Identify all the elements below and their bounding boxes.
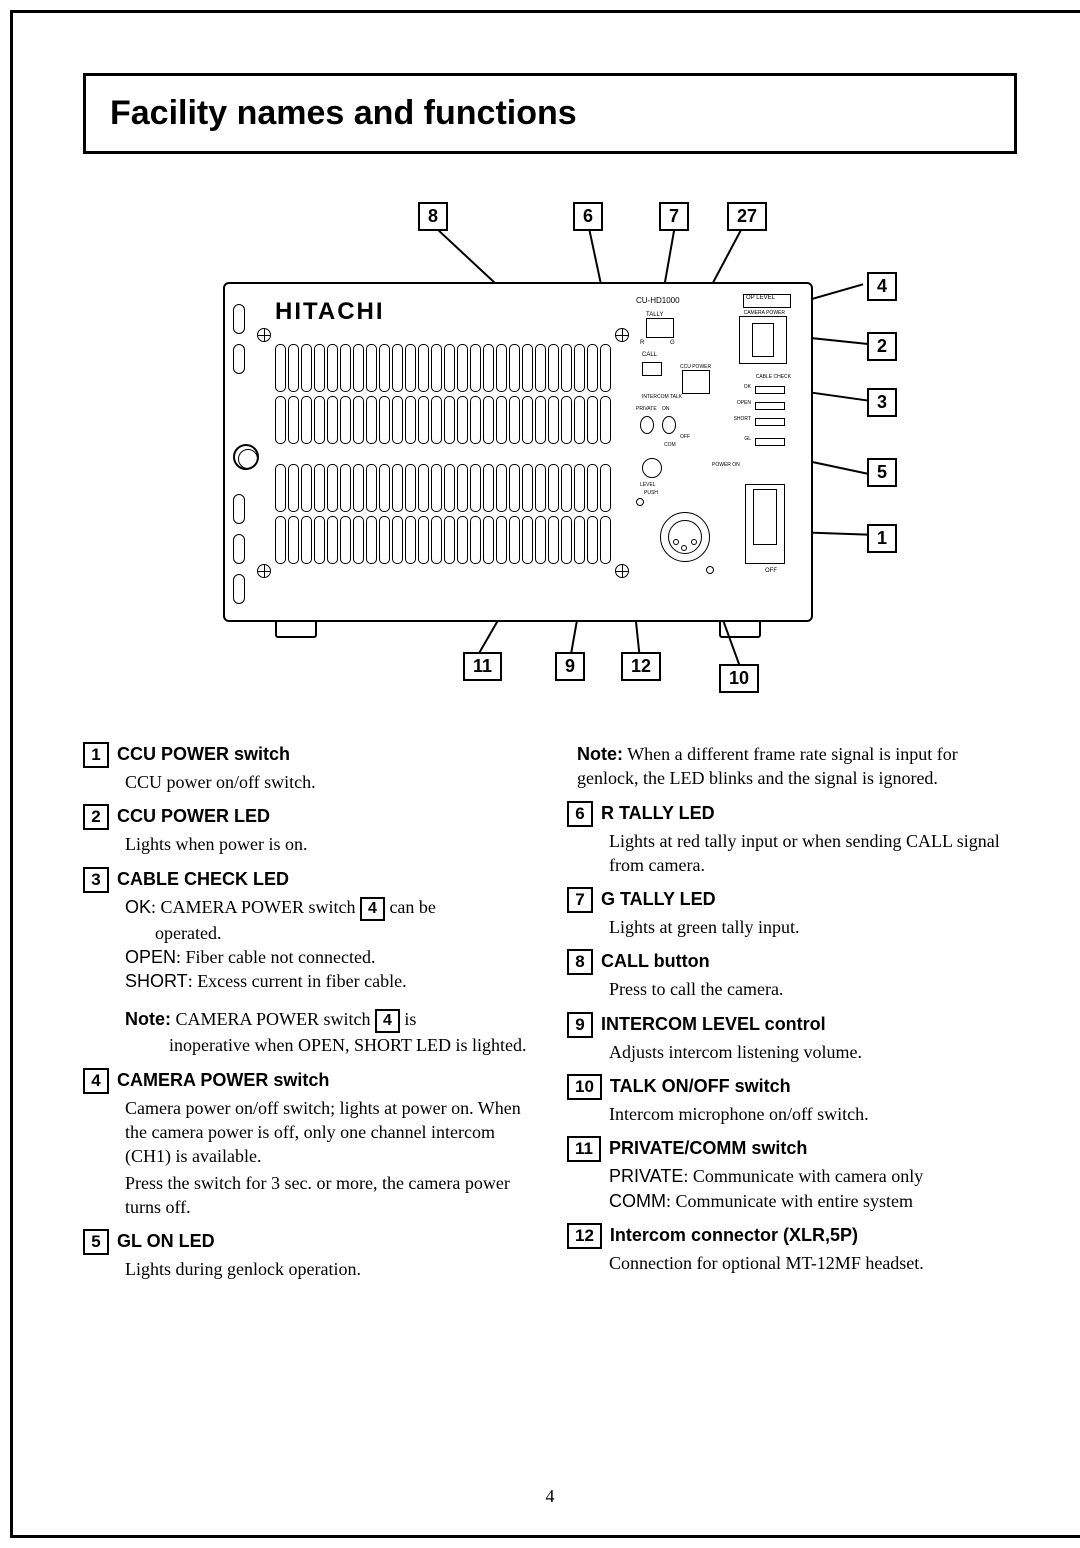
right-note: Note: When a different frame rate signal… (567, 742, 1017, 791)
callout-1: 1 (867, 524, 897, 553)
item-4: 4CAMERA POWER switch Camera power on/off… (83, 1068, 533, 1219)
item-11: 11PRIVATE/COMM switch PRIVATE: Communica… (567, 1136, 1017, 1213)
callout-3: 3 (867, 388, 897, 417)
item-8: 8CALL button Press to call the camera. (567, 949, 1017, 1001)
callout-4: 4 (867, 272, 897, 301)
page-title: Facility names and functions (110, 94, 990, 133)
callout-27: 27 (727, 202, 767, 231)
callout-11: 11 (463, 652, 502, 681)
title-container: Facility names and functions (83, 73, 1017, 154)
callout-8: 8 (418, 202, 448, 231)
callout-2: 2 (867, 332, 897, 361)
callout-7: 7 (659, 202, 689, 231)
page-number: 4 (546, 1486, 555, 1507)
item-9: 9INTERCOM LEVEL control Adjusts intercom… (567, 1012, 1017, 1064)
item-10: 10TALK ON/OFF switch Intercom microphone… (567, 1074, 1017, 1126)
item-12: 12Intercom connector (XLR,5P) Connection… (567, 1223, 1017, 1275)
manual-page: Facility names and functions 8 6 7 27 4 … (10, 10, 1080, 1538)
item-3: 3CABLE CHECK LED OK: CAMERA POWER switch… (83, 867, 533, 1058)
item-7: 7G TALLY LED Lights at green tally input… (567, 887, 1017, 939)
device-front: HITACHI CU-HD1000 (223, 282, 813, 622)
callout-5: 5 (867, 458, 897, 487)
brand-logo: HITACHI (275, 298, 385, 326)
definitions: 1CCU POWER switch CCU power on/off switc… (83, 742, 1017, 1292)
control-panel: CU-HD1000 OP LEVEL TALLY R G CAMERA POWE… (636, 294, 791, 594)
left-column: 1CCU POWER switch CCU power on/off switc… (83, 742, 533, 1292)
item-5: 5GL ON LED Lights during genlock operati… (83, 1229, 533, 1281)
callout-12: 12 (621, 652, 661, 681)
device-diagram: 8 6 7 27 4 2 3 5 1 11 9 12 10 HITACHI (123, 182, 977, 712)
item-6: 6R TALLY LED Lights at red tally input o… (567, 801, 1017, 878)
callout-10: 10 (719, 664, 759, 693)
item-1: 1CCU POWER switch CCU power on/off switc… (83, 742, 533, 794)
callout-6: 6 (573, 202, 603, 231)
right-column: Note: When a different frame rate signal… (567, 742, 1017, 1292)
item-2: 2CCU POWER LED Lights when power is on. (83, 804, 533, 856)
callout-9: 9 (555, 652, 585, 681)
